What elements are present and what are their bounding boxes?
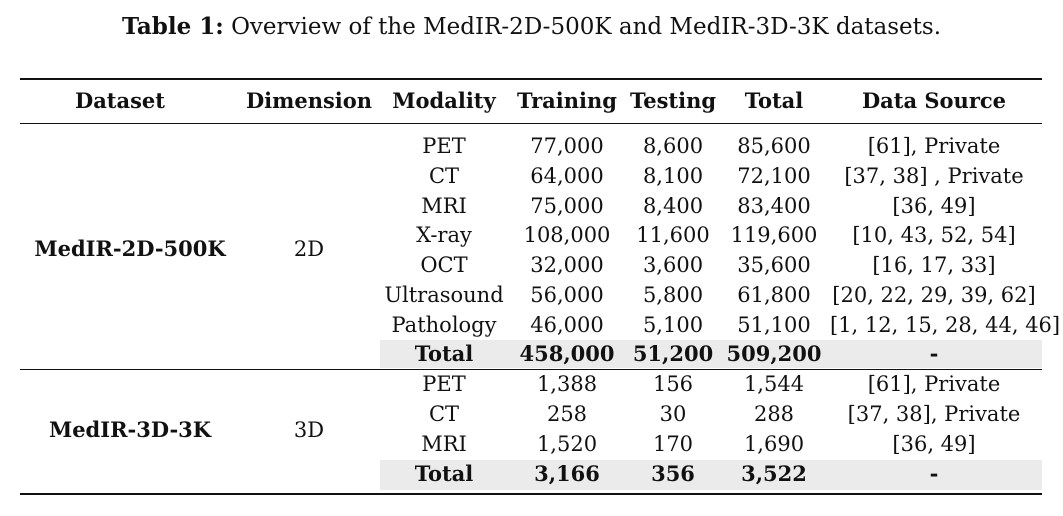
- cell-testing: 170: [652, 432, 694, 456]
- cell-source: [16, 17, 33]: [872, 253, 996, 277]
- cell-training: 1,388: [536, 372, 598, 396]
- group-separator-rule: [20, 369, 1042, 370]
- cell-testing: 5,100: [642, 312, 704, 337]
- total-cell-testing: 356: [651, 461, 695, 486]
- cell-modality: MRI: [421, 193, 467, 218]
- cell-source: [37, 38] , Private: [844, 163, 1024, 188]
- total-cell-training: 3,166: [534, 461, 600, 486]
- total-cell-modality: Total: [414, 341, 474, 367]
- caption-label: Table 1:: [121, 13, 224, 40]
- cell-training: 77,000: [530, 134, 604, 158]
- header-dimension: Dimension: [245, 88, 373, 113]
- header-training: Training: [517, 88, 617, 113]
- cell-modality: X-ray: [416, 223, 472, 248]
- cell-modality: MRI: [421, 432, 467, 456]
- cell-total: 72,100: [737, 163, 811, 188]
- cell-total: 61,800: [737, 282, 811, 307]
- total-row-shading: [380, 460, 1042, 490]
- cell-testing: 8,100: [642, 163, 704, 188]
- header-modality: Modality: [392, 88, 496, 113]
- cell-testing: 8,600: [642, 134, 704, 158]
- dataset-name: MedIR-2D-500K: [34, 236, 226, 261]
- header-dataset: Dataset: [74, 88, 165, 113]
- cell-source: [61], Private: [867, 134, 1001, 158]
- cell-source: [61], Private: [867, 372, 1001, 396]
- cell-training: 1,520: [536, 432, 598, 456]
- cell-testing: 30: [659, 402, 687, 426]
- dataset-dimension: 3D: [293, 418, 325, 442]
- table-bottom-rule: [20, 493, 1042, 495]
- cell-source: [36, 49]: [892, 193, 976, 218]
- cell-total: 288: [753, 402, 795, 426]
- table-header-rule: [20, 123, 1042, 124]
- total-cell-total: 3,522: [741, 461, 807, 486]
- cell-testing: 156: [652, 372, 694, 396]
- cell-training: 108,000: [523, 223, 611, 248]
- cell-modality: OCT: [420, 253, 468, 277]
- cell-training: 46,000: [530, 312, 604, 337]
- dataset-name: MedIR-3D-3K: [48, 417, 212, 442]
- cell-source: [20, 22, 29, 39, 62]: [832, 282, 1036, 307]
- cell-training: 64,000: [530, 163, 604, 188]
- cell-modality: Ultrasound: [384, 282, 504, 307]
- cell-source: [10, 43, 52, 54]: [852, 223, 1016, 248]
- cell-modality: PET: [422, 134, 466, 158]
- cell-total: 85,600: [737, 134, 811, 158]
- cell-source: [37, 38], Private: [847, 402, 1021, 426]
- total-cell-training: 458,000: [519, 341, 615, 367]
- cell-testing: 3,600: [642, 253, 704, 277]
- cell-training: 56,000: [530, 282, 604, 307]
- cell-testing: 11,600: [636, 223, 710, 248]
- cell-total: 1,544: [743, 372, 805, 396]
- dataset-dimension: 2D: [293, 237, 325, 261]
- total-cell-modality: Total: [414, 461, 474, 486]
- cell-modality: Pathology: [391, 312, 497, 337]
- cell-testing: 8,400: [642, 193, 704, 218]
- cell-total: 83,400: [737, 193, 811, 218]
- total-row-shading: [380, 340, 1042, 368]
- table-top-rule: [20, 78, 1042, 80]
- cell-source: [36, 49]: [892, 432, 976, 456]
- total-cell-source: -: [929, 341, 939, 367]
- caption-text: Overview of the MedIR-2D-500K and MedIR-…: [231, 14, 942, 40]
- cell-modality: CT: [428, 163, 460, 188]
- total-cell-total: 509,200: [726, 341, 822, 367]
- cell-total: 119,600: [730, 223, 818, 248]
- cell-modality: CT: [428, 402, 460, 426]
- header-total: Total: [744, 88, 804, 113]
- cell-training: 258: [546, 402, 588, 426]
- header-data-source: Data Source: [861, 88, 1007, 113]
- header-testing: Testing: [629, 88, 717, 113]
- total-cell-testing: 51,200: [632, 341, 714, 367]
- cell-source: [1, 12, 15, 28, 44, 46]: [830, 312, 1061, 337]
- cell-total: 1,690: [743, 432, 805, 456]
- cell-testing: 5,800: [642, 282, 704, 307]
- cell-training: 32,000: [530, 253, 604, 277]
- total-cell-source: -: [929, 461, 939, 486]
- cell-total: 35,600: [737, 253, 811, 277]
- cell-total: 51,100: [737, 312, 811, 337]
- cell-training: 75,000: [530, 193, 604, 218]
- table-caption: Table 1: Overview of the MedIR-2D-500K a…: [0, 12, 1063, 42]
- cell-modality: PET: [422, 372, 466, 396]
